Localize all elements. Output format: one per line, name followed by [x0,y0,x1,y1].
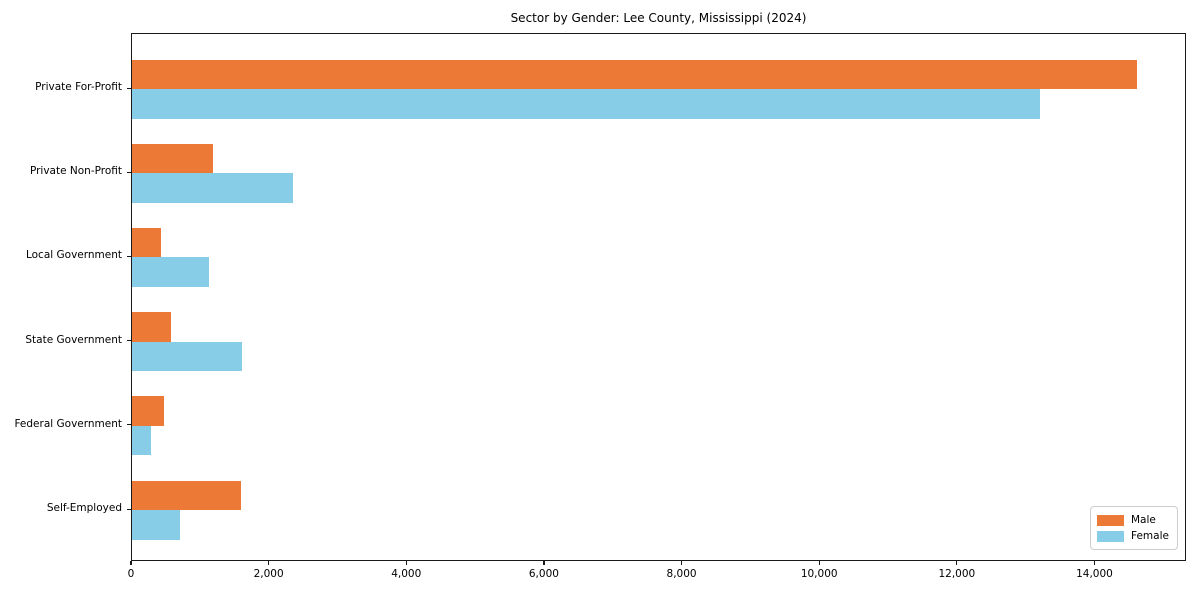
legend-swatch-male [1097,514,1124,526]
legend-label-female: Female [1131,530,1169,542]
y-tick-state-government [126,340,131,342]
y-axis-label-private-for-profit: Private For-Profit [35,81,122,93]
y-axis-label-local-government: Local Government [25,249,122,262]
bar-male-local-government [132,227,161,258]
x-tick-8000 [680,561,683,565]
x-axis-label-4000: 4,000 [391,568,422,580]
legend-swatch-female [1097,530,1124,542]
y-tick-federal-government [126,424,131,426]
x-tick-10000 [818,561,820,565]
bar-female-state-government [132,341,243,372]
legend-item-female: Female [1097,530,1171,542]
bar-male-federal-government [132,396,165,426]
x-tick-14000 [1093,561,1096,565]
x-axis-label-14000: 14,000 [1076,568,1113,580]
bar-female-local-government [132,257,210,287]
y-tick-local-government [126,255,131,258]
bar-female-self-employed [132,510,180,540]
x-tick-12000 [956,561,958,565]
chart-title: Sector by Gender: Lee County, Mississipp… [510,11,807,25]
y-axis-label-private-non-profit: Private Non-Profit [29,165,122,178]
y-axis-label-federal-government: Federal Government [14,417,122,430]
y-axis-label-state-government: State Government [25,333,122,346]
bar-male-private-non-profit [132,143,214,174]
bar-male-self-employed [132,480,242,510]
x-axis-label-0: 0 [127,568,135,580]
x-tick-4000 [405,561,407,565]
legend: Male Female [1090,506,1178,550]
x-tick-2000 [268,561,270,565]
bar-male-state-government [132,312,171,342]
x-axis-label-12000: 12,000 [938,568,976,580]
x-axis-label-2000: 2,000 [253,568,284,580]
y-tick-private-non-profit [126,171,131,173]
bar-female-private-for-profit [132,89,1041,119]
x-axis-label-6000: 6,000 [528,568,559,580]
y-axis-label-self-employed: Self-Employed [46,502,122,514]
legend-item-male: Male [1097,514,1171,526]
bar-female-federal-government [132,425,152,456]
x-axis-label-8000: 8,000 [666,568,697,580]
x-axis-label-10000: 10,000 [800,568,838,580]
bar-female-private-non-profit [132,173,293,203]
y-tick-self-employed [126,508,131,510]
legend-label-male: Male [1131,514,1156,526]
bar-male-private-for-profit [132,59,1137,89]
x-tick-6000 [543,561,545,565]
y-tick-private-for-profit [126,87,131,89]
x-tick-0 [130,561,132,565]
plot-area [131,33,1186,561]
